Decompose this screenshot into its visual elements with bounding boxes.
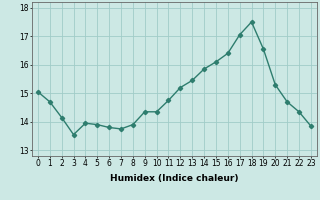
X-axis label: Humidex (Indice chaleur): Humidex (Indice chaleur) [110, 174, 239, 183]
